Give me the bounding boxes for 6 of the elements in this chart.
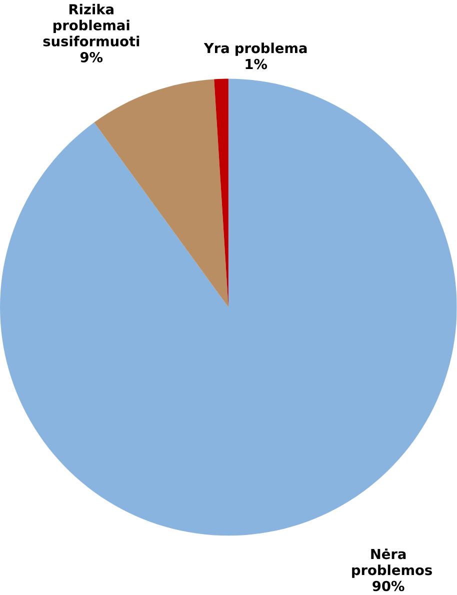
slice-label: Rizika problemai susiformuoti xyxy=(43,4,140,46)
data-label: 9% xyxy=(80,52,103,62)
slice-label: Nėra problemos xyxy=(352,548,432,578)
slice-label: Yra problema xyxy=(204,42,307,56)
data-label: 90% xyxy=(372,580,404,592)
data-label: 1% xyxy=(246,58,268,70)
